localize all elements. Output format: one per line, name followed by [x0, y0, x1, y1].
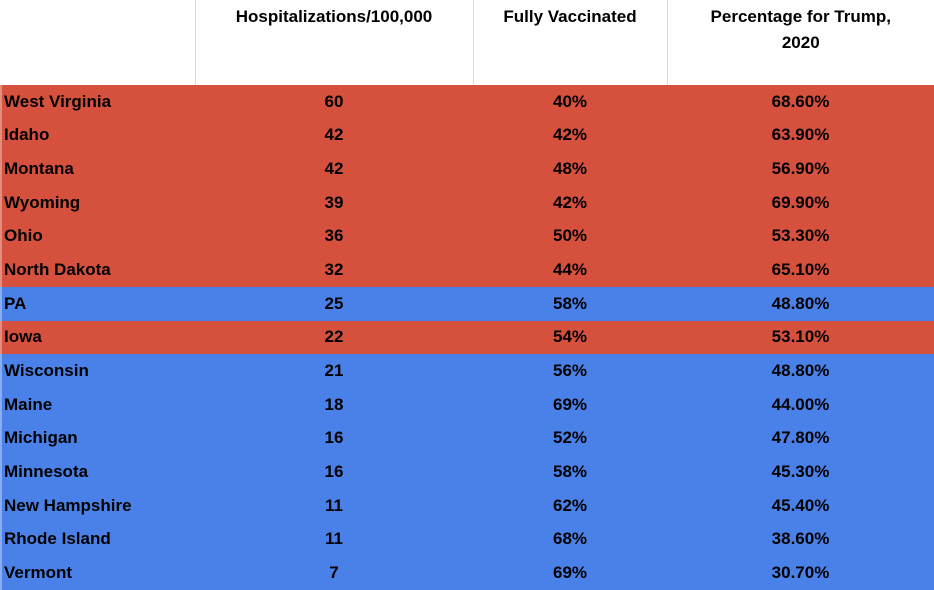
vaccinated-cell: 48% [552, 159, 588, 179]
hospitalizations-cell: 22 [324, 327, 344, 347]
hospitalizations-cell: 25 [324, 293, 344, 313]
state-cell: Wisconsin [0, 354, 195, 388]
hospitalizations-cell: 16 [324, 462, 344, 482]
state-cell: Michigan [0, 422, 195, 456]
state-cell: Iowa [0, 321, 195, 355]
table-row: Iowa 22 54% 53.10% [0, 320, 934, 355]
state-cell: Wyoming [0, 186, 195, 220]
table-row: Rhode Island 11 68% 38.60% [0, 522, 934, 557]
state-cell: Vermont [0, 556, 195, 590]
hospitalizations-cell: 21 [324, 361, 344, 381]
hospitalizations-cell: 60 [324, 91, 344, 111]
state-cell: North Dakota [0, 253, 195, 287]
vaccinated-cell: 68% [552, 529, 588, 549]
hospitalizations-cell: 32 [324, 260, 344, 280]
vaccinated-cell: 69% [552, 563, 588, 583]
table-row: Minnesota 16 58% 45.30% [0, 455, 934, 489]
table-row: PA 25 58% 48.80% [0, 286, 934, 321]
header-hospitalizations: Hospitalizations/100,000 [195, 0, 474, 85]
hospitalizations-cell: 42 [324, 125, 344, 145]
vaccinated-cell: 42% [552, 192, 588, 212]
vaccinated-cell: 44% [552, 260, 588, 280]
table-row: New Hampshire 11 62% 45.40% [0, 488, 934, 523]
table-row: Wisconsin 21 56% 48.80% [0, 354, 934, 388]
state-cell: Minnesota [0, 455, 195, 489]
trump-cell: 53.30% [771, 226, 830, 246]
hospitalizations-cell: 42 [324, 159, 344, 179]
table-row: Wyoming 39 42% 69.90% [0, 185, 934, 220]
trump-cell: 30.70% [771, 563, 830, 583]
state-cell: PA [0, 287, 195, 321]
header-vaccinated: Fully Vaccinated [473, 0, 668, 85]
trump-cell: 65.10% [771, 260, 830, 280]
vaccinated-cell: 62% [552, 495, 588, 515]
table-row: Montana 42 48% 56.90% [0, 152, 934, 186]
vaccinated-cell: 56% [552, 361, 588, 381]
trump-cell: 48.80% [771, 361, 830, 381]
hospitalizations-cell: 18 [324, 394, 344, 414]
table-header: Hospitalizations/100,000 Fully Vaccinate… [0, 0, 934, 85]
state-cell: West Virginia [0, 85, 195, 119]
table-row: North Dakota 32 44% 65.10% [0, 253, 934, 287]
header-trump: Percentage for Trump, 2020 [667, 0, 934, 85]
table-row: Vermont 7 69% 30.70% [0, 556, 934, 590]
state-cell: Montana [0, 152, 195, 186]
state-cell: Rhode Island [0, 523, 195, 557]
table-row: Maine 18 69% 44.00% [0, 387, 934, 422]
header-row: Hospitalizations/100,000 Fully Vaccinate… [0, 0, 934, 85]
trump-cell: 38.60% [771, 529, 830, 549]
table-row: Ohio 36 50% 53.30% [0, 219, 934, 254]
state-cell: New Hampshire [0, 489, 195, 523]
hospitalizations-cell: 39 [324, 192, 344, 212]
trump-cell: 63.90% [771, 125, 830, 145]
trump-cell: 53.10% [771, 327, 830, 347]
vaccinated-cell: 58% [552, 293, 588, 313]
vaccinated-cell: 54% [552, 327, 588, 347]
vaccinated-cell: 42% [552, 125, 588, 145]
trump-cell: 48.80% [771, 293, 830, 313]
state-cell: Idaho [0, 119, 195, 153]
vaccinated-cell: 69% [552, 394, 588, 414]
hospitalizations-cell: 11 [325, 495, 343, 515]
trump-cell: 56.90% [771, 159, 830, 179]
state-cell: Ohio [0, 220, 195, 254]
hospitalizations-cell: 16 [324, 428, 344, 448]
trump-cell: 44.00% [771, 394, 830, 414]
trump-cell: 47.80% [771, 428, 830, 448]
vaccinated-cell: 58% [552, 462, 588, 482]
state-cell: Maine [0, 388, 195, 422]
vaccinated-cell: 52% [552, 428, 588, 448]
table-body: West Virginia 60 40% 68.60% Idaho 42 42% 63.90%… [0, 85, 934, 590]
trump-cell: 45.30% [771, 462, 830, 482]
trump-cell: 68.60% [771, 91, 830, 111]
trump-cell: 69.90% [771, 192, 830, 212]
table-row: Idaho 42 42% 63.90% [0, 118, 934, 153]
hospitalizations-cell: 7 [329, 563, 339, 583]
corner-cell [0, 0, 196, 85]
table-row: Michigan 16 52% 47.80% [0, 421, 934, 456]
hospitalizations-cell: 11 [325, 529, 343, 549]
hospitalizations-cell: 36 [324, 226, 344, 246]
trump-cell: 45.40% [771, 495, 830, 515]
table-row: West Virginia 60 40% 68.60% [0, 85, 934, 119]
vaccinated-cell: 50% [552, 226, 588, 246]
vaccinated-cell: 40% [552, 91, 588, 111]
